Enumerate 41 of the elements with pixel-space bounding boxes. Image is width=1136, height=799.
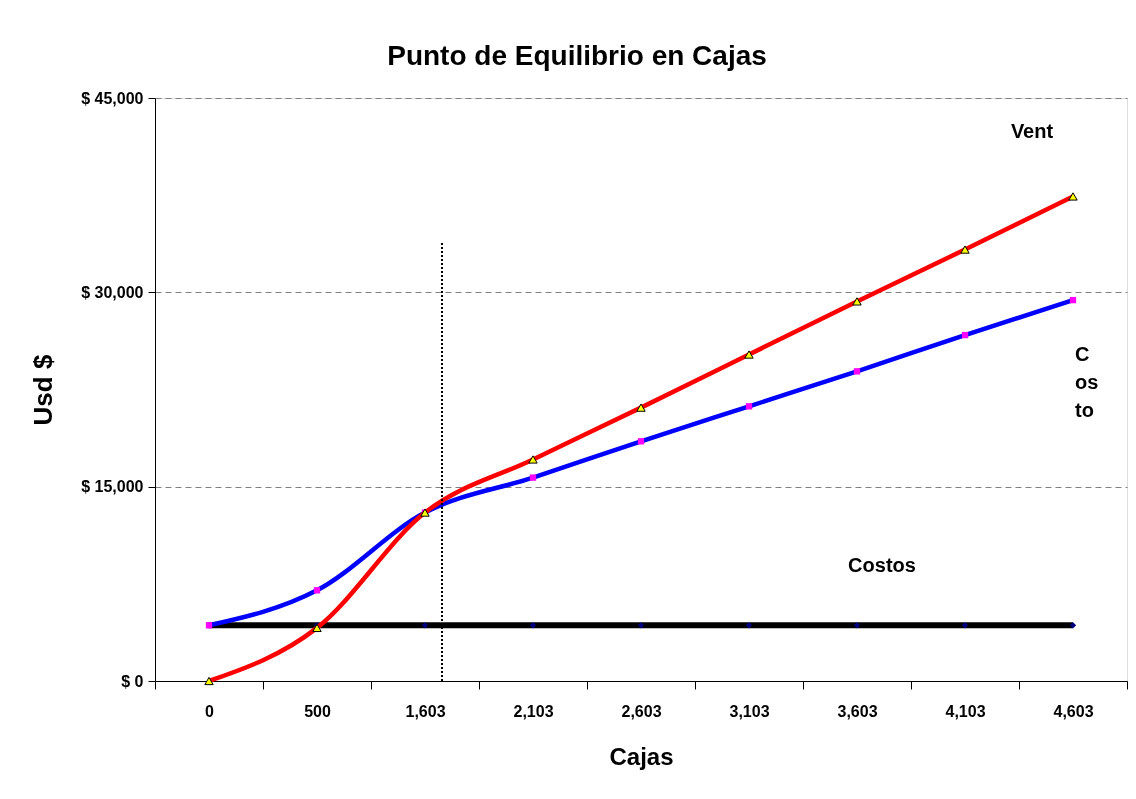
point — [961, 622, 969, 629]
y-tick-label: $ 30,000 — [81, 283, 144, 301]
text: Costos — [848, 554, 916, 577]
x-tick-label: 500 — [304, 702, 331, 720]
point — [636, 403, 646, 412]
text: Vent — [1010, 120, 1054, 143]
x-tick-label: 1,603 — [405, 702, 446, 720]
x-axis-title: Cajas — [609, 742, 674, 770]
y-tick-label: $ 15,000 — [81, 478, 144, 496]
point — [1068, 192, 1078, 201]
x-tick-label: 2,603 — [621, 702, 662, 720]
point — [637, 622, 645, 629]
point — [528, 455, 538, 464]
point — [853, 368, 861, 375]
point — [637, 438, 645, 445]
point — [529, 622, 537, 629]
series-label: Costo — [1075, 343, 1099, 422]
point — [1069, 622, 1077, 629]
point — [960, 245, 970, 254]
point — [961, 331, 969, 339]
point — [421, 622, 429, 629]
y-tick-label: $ 0 — [121, 672, 144, 690]
x-tick-label: 3,603 — [837, 702, 878, 720]
x-tick-label: 2,103 — [513, 702, 554, 720]
point — [313, 587, 321, 594]
y-axis-title: Usd $ — [27, 354, 58, 426]
x-tick-label: 0 — [205, 702, 215, 720]
point — [1069, 296, 1077, 304]
point — [204, 676, 214, 686]
point — [312, 623, 322, 633]
x-tick-label: 4,603 — [1053, 702, 1094, 720]
chart-title: Punto de Equilibrio en Cajas — [387, 40, 767, 71]
point — [744, 350, 754, 359]
point — [745, 622, 753, 629]
y-tick-label: $ 45,000 — [81, 89, 144, 107]
point — [529, 474, 537, 481]
x-tick-label: 3,103 — [729, 702, 770, 720]
point — [853, 622, 861, 629]
point — [745, 403, 753, 410]
point — [852, 297, 862, 306]
x-tick-label: 4,103 — [945, 702, 986, 720]
